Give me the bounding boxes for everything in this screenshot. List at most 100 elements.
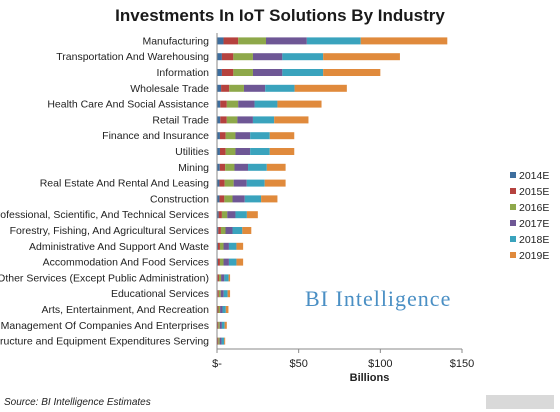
bar-segment: [225, 227, 233, 234]
bar-segment: [218, 211, 222, 219]
bar-segment: [269, 148, 295, 155]
bar-segment: [228, 242, 237, 250]
category-label: Mining: [178, 162, 209, 174]
category-label: Structure and Equipment Expenditures Ser…: [0, 336, 209, 348]
bar-segment: [226, 116, 238, 124]
bar-segment: [225, 148, 236, 155]
bar-segment: [234, 163, 249, 171]
bar-segment: [282, 69, 324, 76]
category-label: Manufacturing: [142, 35, 209, 47]
bar-segment: [238, 37, 266, 45]
bar-segment: [233, 53, 253, 61]
bar-segment: [233, 179, 247, 187]
bar-segment: [218, 321, 220, 329]
bar-segment: [223, 290, 228, 298]
bar-segment: [217, 179, 220, 187]
legend-label: 2018E: [519, 234, 549, 246]
bar-segment: [217, 321, 219, 329]
bar-segment: [220, 290, 224, 298]
legend-label: 2015E: [519, 186, 549, 198]
legend-swatch: [510, 188, 516, 194]
bar-segment: [220, 100, 227, 108]
bar-segment: [235, 211, 247, 219]
legend-label: 2019E: [519, 250, 549, 262]
bar-segment: [237, 116, 253, 124]
bar-segment: [242, 227, 252, 234]
category-label: Utilities: [175, 146, 209, 158]
bar-segment: [224, 337, 226, 345]
category-label: Construction: [150, 193, 209, 205]
bar-segment: [217, 69, 222, 76]
bi-intelligence-watermark: BI Intelligence: [305, 286, 452, 311]
bar-segment: [217, 116, 221, 124]
bar-segment: [232, 227, 243, 234]
category-label: Other Services (Except Public Administra…: [0, 272, 209, 284]
bar-segment: [221, 274, 225, 282]
x-axis-title: Billions: [350, 372, 390, 384]
legend-swatch: [510, 220, 516, 226]
bar-segment: [217, 227, 219, 234]
bar-segment: [219, 148, 226, 155]
bar-segment: [252, 69, 283, 76]
legend-label: 2014E: [519, 170, 549, 182]
x-tick-label: $50: [289, 358, 307, 370]
bar-segment: [246, 211, 258, 219]
bar-segment: [217, 242, 220, 250]
bar-segment: [227, 211, 236, 219]
bar-segment: [238, 100, 255, 108]
bar-segment: [232, 195, 245, 203]
bar-segment: [222, 306, 226, 313]
bar-segment: [217, 274, 219, 282]
bar-segment: [219, 258, 224, 266]
bars-layer: [217, 37, 448, 345]
bar-segment: [252, 116, 275, 124]
category-label: Educational Services: [111, 288, 209, 300]
bar-segment: [217, 163, 220, 171]
bar-segment: [221, 337, 225, 345]
bar-segment: [218, 306, 221, 313]
bar-segment: [217, 211, 219, 219]
bar-segment: [221, 53, 234, 61]
bar-segment: [220, 306, 223, 313]
bar-segment: [225, 132, 236, 140]
category-label: Finance and Insurance: [102, 130, 209, 142]
bar-segment: [236, 258, 244, 266]
legend-swatch: [510, 172, 516, 178]
legend-swatch: [510, 236, 516, 242]
bar-segment: [217, 258, 220, 266]
bar-segment: [223, 258, 229, 266]
bar-segment: [219, 179, 225, 187]
bar-segment: [219, 242, 224, 250]
bar-segment: [261, 195, 278, 203]
bar-segment: [252, 53, 283, 61]
bar-segment: [217, 84, 222, 92]
bar-segment: [226, 100, 239, 108]
category-label: Retail Trade: [152, 114, 209, 126]
legend-label: 2016E: [519, 202, 549, 214]
x-axis-ticks: $- $50 $100 $150: [212, 349, 474, 370]
bar-segment: [246, 179, 265, 187]
bar-segment: [323, 69, 381, 76]
bar-segment: [220, 227, 226, 234]
bar-segment: [219, 132, 226, 140]
category-label: Arts, Entertainment, And Recreation: [41, 304, 209, 316]
bar-segment: [266, 163, 286, 171]
category-label: Real Estate And Rental And Leasing: [40, 178, 209, 190]
bar-segment: [220, 116, 227, 124]
bar-segment: [219, 321, 222, 329]
bar-segment: [248, 163, 267, 171]
bar-segment: [217, 132, 220, 140]
bar-segment: [225, 163, 235, 171]
bar-segment: [236, 242, 244, 250]
bar-segment: [250, 148, 270, 155]
bar-segment: [225, 306, 229, 313]
bar-segment: [217, 195, 220, 203]
bar-segment: [219, 195, 225, 203]
bar-segment: [282, 53, 324, 61]
bar-segment: [224, 274, 229, 282]
category-label: Administrative And Support And Waste: [29, 241, 209, 253]
x-tick-label: $150: [450, 358, 474, 370]
bar-segment: [217, 306, 219, 313]
legend-swatch: [510, 204, 516, 210]
